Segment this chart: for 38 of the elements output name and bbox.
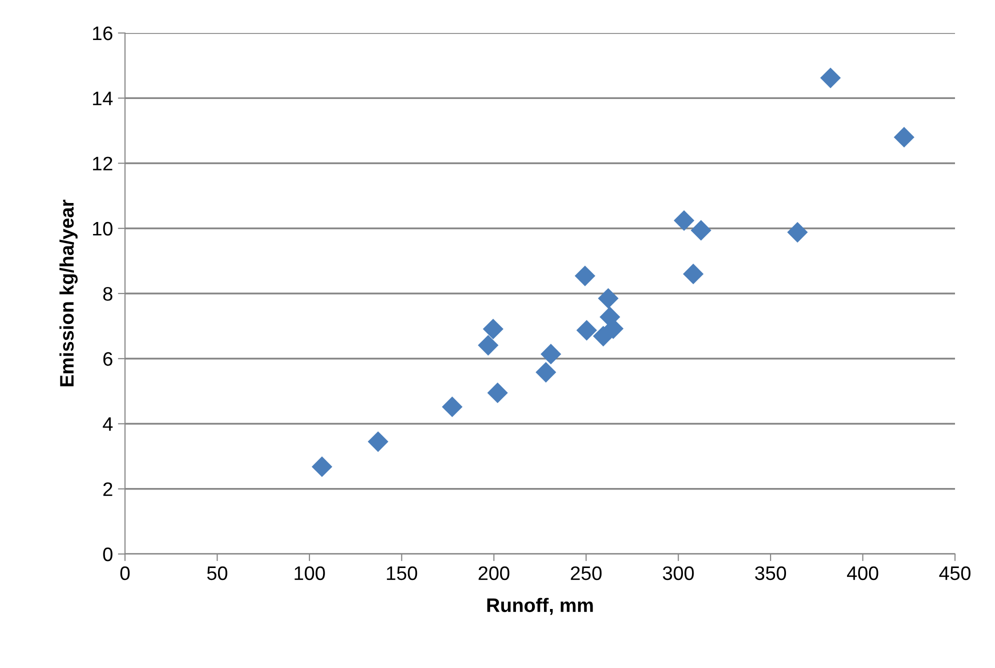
y-tick-label: 0: [103, 547, 112, 562]
point: [482, 318, 504, 340]
point: [576, 320, 597, 341]
point: [574, 266, 596, 286]
y-tick-label: 16: [93, 26, 112, 40]
point: [478, 334, 498, 356]
point: [820, 68, 841, 88]
y-tick-label: 8: [103, 286, 112, 301]
x-tick-label: 450: [939, 566, 970, 580]
point: [540, 344, 562, 364]
point: [674, 210, 694, 231]
x-tick-label: 350: [755, 566, 786, 580]
y-tick-label: 6: [103, 352, 112, 366]
point: [536, 362, 556, 383]
point: [487, 382, 508, 404]
point: [894, 126, 914, 148]
y-tick-label: 4: [102, 417, 113, 431]
point: [787, 222, 808, 243]
x-tick-label: 250: [570, 566, 602, 580]
point: [682, 264, 704, 284]
y-tick-label: 2: [103, 482, 112, 496]
x-tick-label: 200: [478, 566, 510, 580]
y-tick-label: 14: [93, 92, 113, 106]
x-tick-label: 100: [294, 566, 325, 580]
x-tick-label: 300: [662, 566, 694, 580]
x-axis-title: Runoff, mm: [487, 598, 593, 615]
point: [442, 396, 463, 418]
x-tick-label: 0: [120, 566, 130, 580]
point: [312, 456, 332, 478]
y-tick-label: 12: [93, 156, 112, 170]
point: [368, 431, 388, 452]
x-tick-label: 150: [386, 566, 418, 580]
x-tick-label: 50: [207, 566, 228, 580]
point: [598, 288, 619, 309]
point: [690, 220, 712, 241]
y-axis-title: Emission kg/ha/year: [59, 200, 78, 386]
y-tick-label: 10: [93, 222, 112, 236]
x-tick-label: 400: [847, 566, 878, 580]
